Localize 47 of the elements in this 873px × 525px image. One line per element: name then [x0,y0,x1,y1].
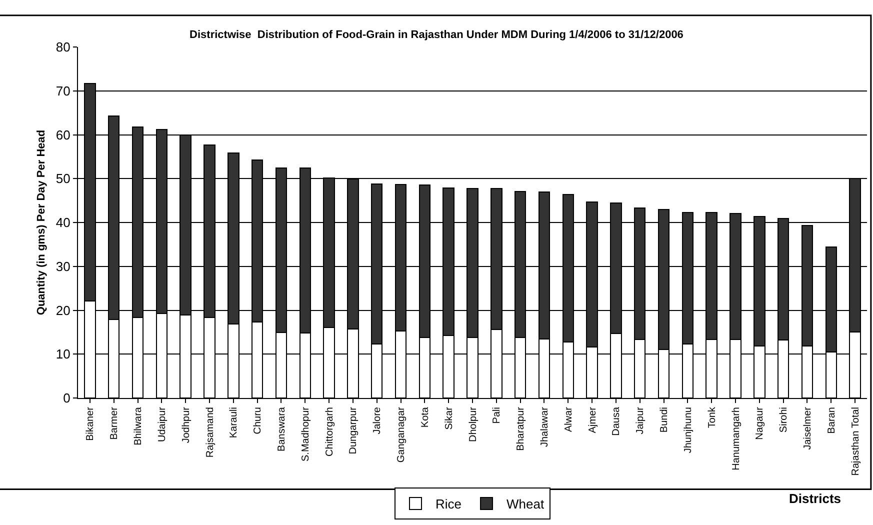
chart-title: Districtwise Distribution of Food-Grain in Rajasthan Under MDM During 1/4/2006 to 31/12/2006 [190,28,684,41]
y-tick-label: 70 [56,83,70,98]
x-tick-label: Chittorgarh [324,407,336,456]
x-tick-label: Dholpur [468,406,479,442]
x-tick-label: Tonk [706,406,718,428]
y-tick-label: 20 [56,302,70,318]
x-tick-label: Bhilwara [133,406,144,446]
x-tick-label: Ajmer [587,406,598,434]
y-tick-label: 40 [56,215,70,230]
x-tick-label: Churu [252,407,264,434]
x-tick-label: Baran [826,407,838,434]
x-axis-title: Districts [789,491,842,506]
y-tick-label: 0 [63,390,70,406]
x-tick-label: Barmer [109,406,120,440]
x-tick-label: Kota [420,406,431,428]
legend-label: Rice [436,496,462,512]
y-tick-label: 10 [56,346,70,362]
x-tick-label: Hanumangarh [730,407,742,470]
x-tick-label: S.Madhopur [300,406,312,462]
x-tick-label: Udaipur [156,406,168,442]
x-tick-label: Jhalawar [539,406,550,448]
x-tick-label: Sikar [444,406,455,430]
x-tick-label: Jhunjhunu [682,407,694,454]
x-tick-label: Dungarpur [348,406,360,454]
y-tick-label: 60 [56,127,70,142]
x-tick-label: Pali [492,407,503,424]
x-tick-label: Jaipur [635,406,646,434]
x-tick-label: Ganganagar [396,406,408,463]
y-axis-title: Quantity (in gms) Per Day Per Head [36,130,48,316]
x-tick-label: Karauli [228,407,240,438]
x-tick-label: Rajsamand [204,407,216,458]
x-tick-label: Bikaner [85,406,96,441]
x-tick-label: Bundi [659,407,670,433]
x-tick-label: Alwar [563,406,574,432]
x-tick-label: Bharatpur [516,406,527,451]
x-tick-label: Rajasthan Total [850,407,862,476]
legend-label: Wheat [506,496,544,512]
x-tick-label: Nagaur [754,406,766,440]
x-tick-label: Dausa [611,406,622,436]
y-tick-label: 30 [56,258,70,274]
y-tick-label: 80 [56,40,70,55]
x-tick-label: Sirohi [778,407,790,433]
y-tick-label: 50 [56,171,70,186]
x-tick-label: Banswara [276,406,288,452]
x-tick-label: Jalore [372,406,384,434]
x-tick-label: Jaiselmer [802,406,814,450]
x-tick-label: Jodhpur [180,406,192,444]
